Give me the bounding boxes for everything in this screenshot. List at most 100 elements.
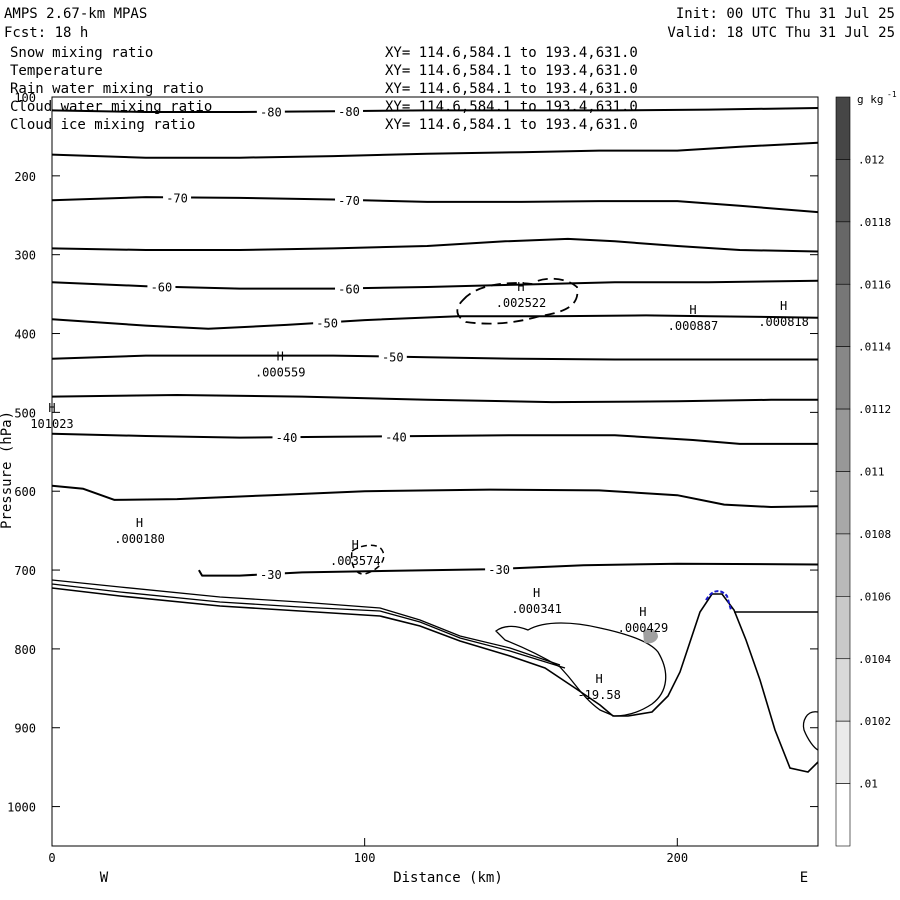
maximum-marker: H [48, 401, 55, 415]
colorbar-label: .0112 [858, 403, 891, 416]
maximum-value: .002522 [496, 296, 547, 310]
colorbar-unit: g kg [857, 93, 884, 106]
temperature-contour [51, 279, 819, 290]
maximum-value: -19.58 [577, 688, 620, 702]
contour-label-bg [256, 565, 285, 581]
maximum-marker: H [352, 538, 359, 552]
colorbar-label: .0114 [858, 341, 891, 354]
cloud-water-contour [705, 590, 732, 611]
forecast-hour: Fcst: 18 h [4, 25, 88, 41]
colorbar-label: .0116 [858, 278, 891, 291]
maximum-marker: H [517, 280, 524, 294]
temperature-contour [51, 237, 819, 253]
contour-label: -70 [338, 194, 360, 208]
maxima-labels: H .002522 H .000887 H .000818 H .000559 H 101023 H… [30, 280, 809, 702]
colorbar-label: .0118 [858, 216, 891, 229]
legend-field-xy: XY= 114.6,584.1 to 193.4,631.0 [385, 63, 638, 79]
contour-label-bg [163, 189, 192, 205]
contour-label-bg [378, 348, 407, 364]
temperature-contour [51, 432, 818, 445]
contour-label-bg [335, 280, 364, 296]
contour-label-bg [335, 191, 364, 207]
contour-label-bg [381, 428, 410, 444]
colorbar-label: .0102 [858, 715, 891, 728]
colorbar-label: .011 [858, 466, 885, 479]
maximum-marker: H [277, 350, 284, 364]
colorbar-segment [835, 346, 851, 410]
colorbar-segment [835, 596, 851, 660]
maximum-value: .000180 [114, 532, 165, 546]
contour-label: -80 [260, 106, 282, 120]
maximum-marker: H [596, 672, 603, 686]
colorbar-segment [835, 283, 851, 347]
y-tick-label: 200 [14, 170, 36, 184]
contour-label: -70 [166, 191, 188, 205]
temperature-contour [51, 484, 819, 508]
x-tick-label: 0 [48, 851, 55, 865]
model-title: AMPS 2.67-km MPAS [4, 6, 147, 22]
contour-label: -60 [151, 281, 173, 295]
maximum-marker: H [136, 516, 143, 530]
legend-field-xy: XY= 114.6,584.1 to 193.4,631.0 [385, 45, 638, 61]
temperature-contours [51, 107, 819, 577]
x-tick-label: 100 [354, 851, 376, 865]
y-tick-label: 100 [14, 91, 36, 105]
maximum-marker: H [533, 586, 540, 600]
y-axis-title: Pressure (hPa) [0, 411, 15, 529]
y-tick-label: 300 [14, 249, 36, 263]
legend-field-xy: XY= 114.6,584.1 to 193.4,631.0 [385, 99, 638, 115]
y-tick-label: 800 [14, 643, 36, 657]
plot-frame [51, 96, 819, 847]
rain-shading [643, 629, 658, 644]
colorbar-segment [835, 408, 851, 472]
terrain-line-2 [51, 583, 566, 669]
maximum-value: .003574 [330, 554, 381, 568]
west-label: W [100, 870, 109, 886]
colorbar-segment [835, 720, 851, 784]
temperature-contour [51, 354, 818, 361]
maximum-marker: H [780, 299, 787, 313]
contour-label: -60 [338, 282, 360, 296]
colorbar-segment [835, 96, 851, 160]
maximum-value: .000429 [618, 621, 669, 635]
y-tick-label: 400 [14, 328, 36, 342]
colorbar-segment [835, 533, 851, 597]
contour-label: -30 [488, 563, 510, 577]
contour-label: -80 [338, 105, 360, 119]
legend-field-name: Rain water mixing ratio [10, 81, 204, 97]
temperature-contour [51, 141, 819, 159]
contour-label: -50 [316, 316, 338, 330]
y-tick-label: 600 [14, 485, 36, 499]
init-time: Init: 00 UTC Thu 31 Jul 25 [676, 6, 895, 22]
colorbar-label: .01 [858, 778, 878, 791]
x-tick-label: 200 [666, 851, 688, 865]
terrain-boundary [51, 587, 819, 773]
contour-label-bg [147, 278, 176, 294]
temperature-contour [51, 394, 818, 404]
colorbar-segment [835, 658, 851, 722]
y-tick-label: 1000 [7, 801, 36, 815]
contour-label: -30 [260, 568, 282, 582]
contour-label-bg [256, 103, 285, 119]
contour-label-bg [272, 429, 301, 445]
temperature-contour [51, 196, 819, 214]
legend-field-name: Temperature [10, 63, 103, 79]
valid-time: Valid: 18 UTC Thu 31 Jul 25 [667, 25, 895, 41]
contour-label-bg [335, 103, 364, 119]
temperature-contour [198, 562, 819, 577]
legend-field-xy: XY= 114.6,584.1 to 193.4,631.0 [385, 81, 638, 97]
y-tick-label: 500 [14, 406, 36, 420]
contour-label: -50 [382, 351, 404, 365]
terrain-line-1 [51, 579, 561, 666]
colorbar-segment [835, 783, 851, 847]
colorbar-segment [835, 471, 851, 535]
field-legend: Snow mixing ratio XY= 114.6,584.1 to 193.… [10, 45, 638, 133]
colorbar-segment [835, 221, 851, 285]
colorbar-label: .0106 [858, 590, 891, 603]
temperature-contour [51, 107, 819, 113]
pressure-axis: 100 200 300 400 500 600 700 800 900 1000 [7, 91, 818, 815]
colorbar-label: .0108 [858, 528, 891, 541]
legend-field-xy: XY= 114.6,584.1 to 193.4,631.0 [385, 117, 638, 133]
distance-axis: 0 100 200 [48, 838, 688, 865]
